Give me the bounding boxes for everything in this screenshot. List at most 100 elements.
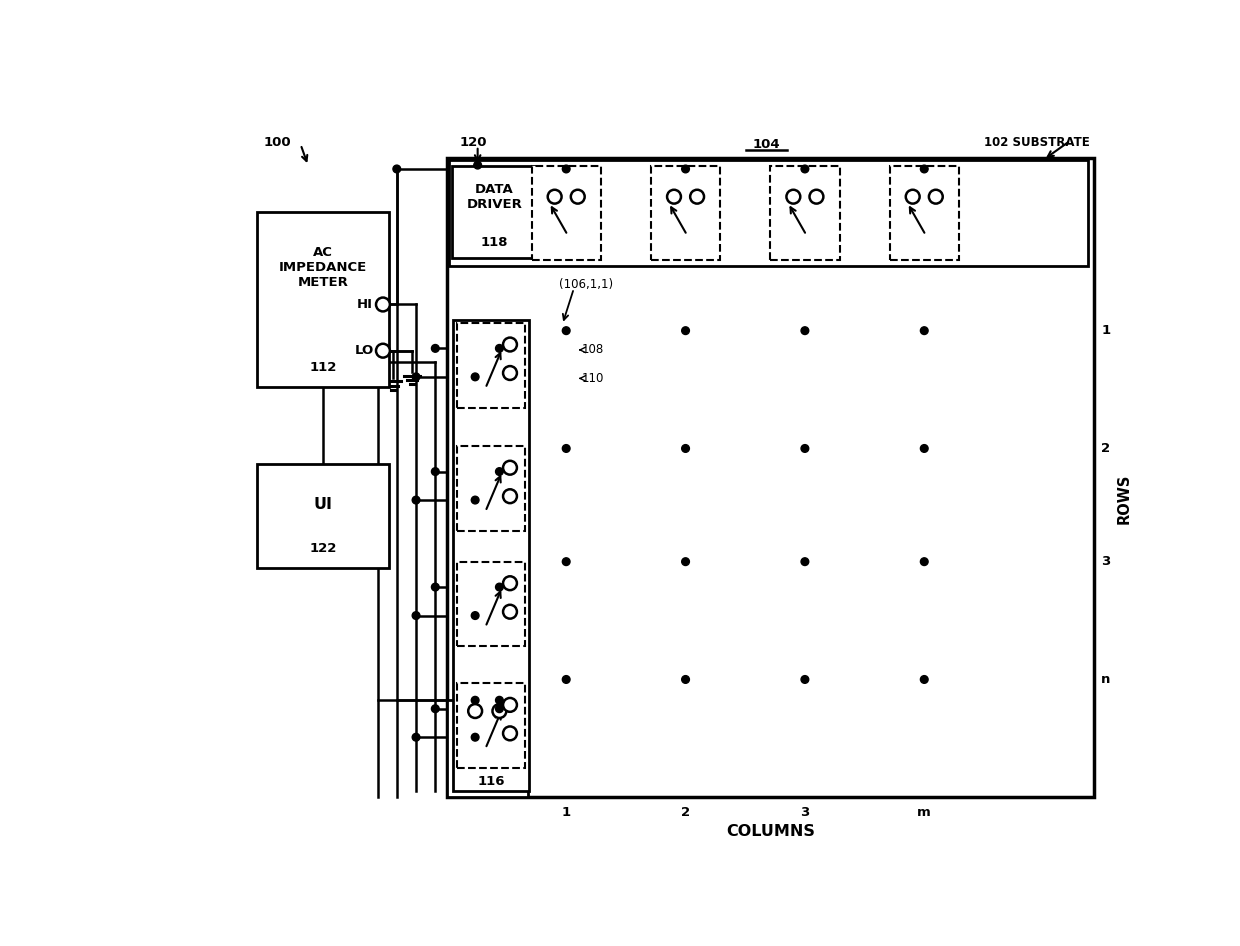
Circle shape [393,166,401,173]
Text: -25V  +25V
DC VOLTAGE
SOURCE: -25V +25V DC VOLTAGE SOURCE [451,719,523,752]
Bar [889,166,959,260]
Circle shape [563,558,570,566]
Circle shape [412,373,420,380]
Text: 120: 120 [460,136,487,149]
Bar [257,464,389,568]
Circle shape [432,584,439,591]
Circle shape [503,576,517,590]
Text: 116: 116 [477,776,505,788]
Circle shape [786,190,800,203]
Circle shape [810,190,823,203]
Text: (106,1,1): (106,1,1) [558,278,613,291]
Circle shape [503,489,517,503]
Circle shape [432,705,439,712]
Bar [453,166,537,258]
Circle shape [563,166,570,173]
Bar [446,158,1094,797]
Text: 118: 118 [481,236,508,250]
Circle shape [563,675,570,683]
Circle shape [667,190,681,203]
Text: LO: LO [355,344,374,358]
Circle shape [496,584,503,591]
Circle shape [801,445,808,452]
Bar [456,683,526,768]
Text: 104: 104 [753,138,780,150]
Bar [651,166,720,260]
Text: 112: 112 [309,361,336,374]
Circle shape [682,445,689,452]
Circle shape [682,166,689,173]
Bar [532,166,601,260]
Text: n: n [1101,673,1111,686]
Circle shape [471,733,479,741]
Text: 2: 2 [1101,442,1111,455]
Text: 122: 122 [309,542,336,555]
Circle shape [503,366,517,380]
Bar [770,166,839,260]
Circle shape [503,338,517,352]
Circle shape [905,190,920,203]
Circle shape [920,326,928,335]
Bar [456,447,526,531]
Circle shape [801,326,808,335]
Circle shape [412,497,420,504]
Circle shape [412,612,420,620]
Circle shape [496,705,503,712]
Text: AC
IMPEDANCE
METER: AC IMPEDANCE METER [279,246,367,289]
Text: 110: 110 [582,372,604,385]
Circle shape [691,190,704,203]
Circle shape [920,166,928,173]
Text: HI: HI [356,298,372,311]
Text: COLUMNS: COLUMNS [725,824,815,839]
Text: ROWS: ROWS [1117,473,1132,524]
Circle shape [920,558,928,566]
Circle shape [412,733,420,741]
Circle shape [682,558,689,566]
Circle shape [563,445,570,452]
Text: 3: 3 [800,806,810,819]
Text: DATA
DRIVER: DATA DRIVER [466,183,522,211]
Circle shape [432,467,439,476]
Bar [456,562,526,646]
Text: 114: 114 [474,779,501,792]
Bar [453,320,529,791]
Circle shape [570,190,585,203]
Circle shape [548,190,562,203]
Text: 1: 1 [1101,324,1111,337]
Text: GATE
DRIVER: GATE DRIVER [464,739,520,766]
Circle shape [563,326,570,335]
Circle shape [503,604,517,619]
Circle shape [929,190,942,203]
Circle shape [471,373,479,380]
Bar [456,323,526,408]
Circle shape [801,675,808,683]
Circle shape [503,698,517,711]
Bar [446,700,528,797]
Text: 108: 108 [582,343,604,357]
Circle shape [682,675,689,683]
Circle shape [469,704,482,718]
Circle shape [376,343,389,358]
Circle shape [801,558,808,566]
Circle shape [492,704,506,718]
Circle shape [471,696,479,704]
Bar [257,212,389,387]
Circle shape [496,696,503,704]
Text: 102 SUBSTRATE: 102 SUBSTRATE [985,136,1090,149]
Bar [449,160,1089,266]
Circle shape [920,675,928,683]
Text: 3: 3 [1101,555,1111,569]
Circle shape [432,344,439,352]
Circle shape [471,497,479,504]
Circle shape [376,298,389,311]
Circle shape [496,467,503,476]
Text: 2: 2 [681,806,691,819]
Text: UI: UI [314,498,332,512]
Text: m: m [918,806,931,819]
Text: 1: 1 [562,806,570,819]
Circle shape [801,166,808,173]
Circle shape [503,727,517,741]
Text: 100: 100 [264,136,291,149]
Circle shape [503,461,517,475]
Circle shape [496,344,503,352]
